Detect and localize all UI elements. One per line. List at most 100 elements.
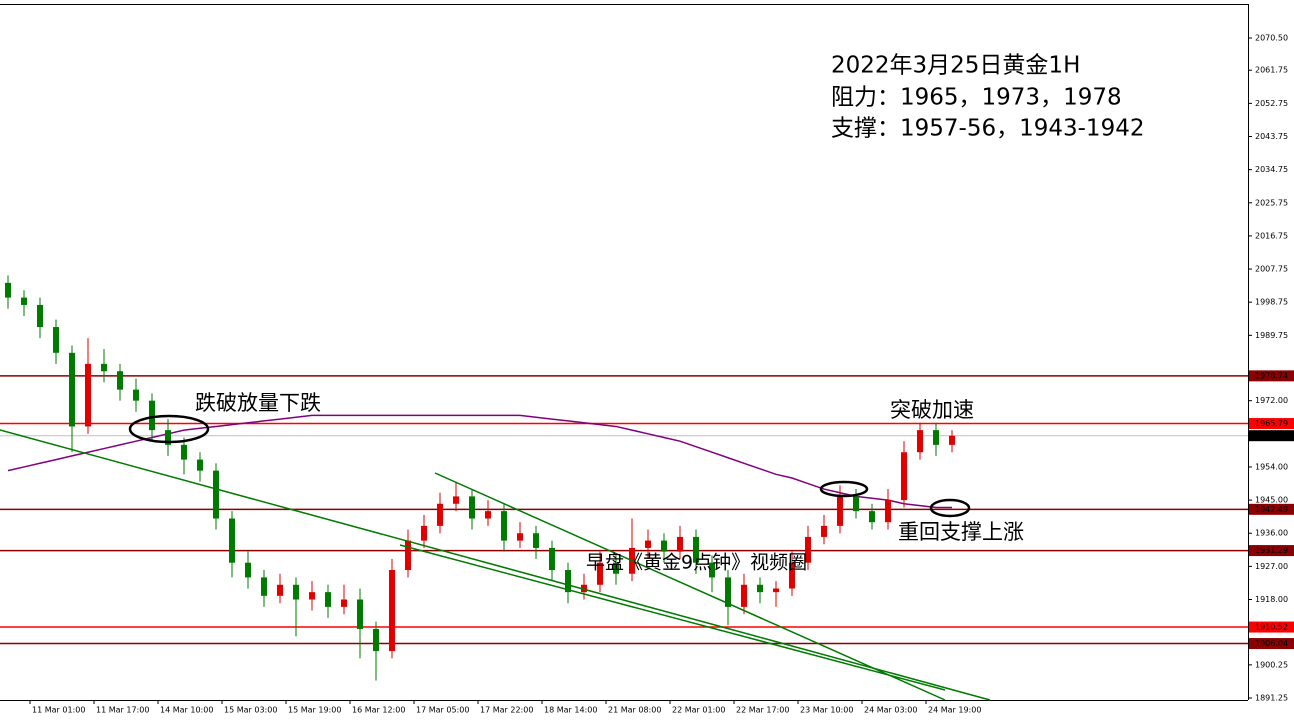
candle-body xyxy=(853,496,859,512)
candle-body xyxy=(549,547,555,571)
candle-body xyxy=(709,562,715,578)
candle-body xyxy=(5,282,11,298)
candle-body xyxy=(485,511,491,519)
candle-body xyxy=(565,570,571,593)
annotation: 早盘《黄金9点钟》视频圈 xyxy=(586,552,807,574)
x-tick-label: 16 Mar 12:00 xyxy=(352,706,405,715)
candle-body xyxy=(789,562,795,589)
x-tick-label: 17 Mar 05:00 xyxy=(416,706,469,715)
y-tick-label: 1998.75 xyxy=(1255,298,1288,307)
level-label: 1931.29 xyxy=(1255,546,1288,555)
candle-body xyxy=(181,444,187,460)
annotation: 突破加速 xyxy=(890,398,974,422)
candle-body xyxy=(821,525,827,537)
candle-body xyxy=(517,533,523,541)
x-tick-label: 11 Mar 01:00 xyxy=(32,706,85,715)
y-tick-label: 1891.25 xyxy=(1255,694,1288,703)
x-tick-label: 15 Mar 03:00 xyxy=(224,706,277,715)
candle-body xyxy=(341,599,347,607)
level-label-bg xyxy=(1249,370,1294,382)
candle-body xyxy=(693,536,699,563)
candle-body xyxy=(869,511,875,523)
candle-body xyxy=(245,562,251,578)
candle-body xyxy=(773,588,779,593)
header-line: 2022年3月25日黄金1H xyxy=(831,53,1080,79)
y-tick-label: 1945.00 xyxy=(1255,496,1288,505)
candle-body xyxy=(805,536,811,563)
candle-body xyxy=(645,540,651,548)
candle-body xyxy=(261,577,267,596)
candle-body xyxy=(373,628,379,652)
trendlines xyxy=(0,429,991,701)
x-tick-label: 21 Mar 08:00 xyxy=(608,706,661,715)
candle-body xyxy=(437,503,443,526)
x-tick-label: 14 Mar 10:00 xyxy=(160,706,213,715)
y-tick-label: 1989.75 xyxy=(1255,331,1288,340)
candle-body xyxy=(69,352,75,427)
candle-body xyxy=(741,584,747,607)
y-tick-label: 2034.75 xyxy=(1255,165,1288,174)
candle-body xyxy=(293,584,299,600)
candle-body xyxy=(901,452,907,501)
candle-body xyxy=(149,400,155,431)
candle-body xyxy=(421,525,427,541)
candle-body xyxy=(229,518,235,563)
level-label: 1962.49 xyxy=(1255,431,1288,440)
y-tick-label: 2070.50 xyxy=(1255,34,1288,43)
circles xyxy=(128,414,971,518)
candle-body xyxy=(117,371,123,390)
candle-body xyxy=(453,496,459,504)
trendline xyxy=(434,472,946,701)
circle-mark xyxy=(128,414,210,444)
x-tick-label: 23 Mar 10:00 xyxy=(800,706,853,715)
candle-body xyxy=(85,363,91,427)
y-tick-label: 2025.75 xyxy=(1255,198,1288,207)
level-label-bg xyxy=(1249,638,1294,650)
candle-body xyxy=(677,536,683,552)
y-tick-label: 2043.75 xyxy=(1255,132,1288,141)
candle-body xyxy=(757,584,763,593)
header-line: 阻力：1965，1973，1978 xyxy=(831,85,1122,111)
x-tick-label: 24 Mar 19:00 xyxy=(928,706,981,715)
y-tick-label: 1900.25 xyxy=(1255,660,1288,669)
candle-body xyxy=(533,533,539,548)
level-label-bg xyxy=(1249,418,1294,430)
candle-body xyxy=(933,430,939,445)
candle-body xyxy=(389,570,395,652)
x-tick-label: 22 Mar 17:00 xyxy=(736,706,789,715)
candle-body xyxy=(917,430,923,453)
trendline xyxy=(0,429,991,701)
header-line: 支撑：1957-56，1943-1942 xyxy=(831,116,1144,142)
candle-body xyxy=(53,327,59,353)
candle-body xyxy=(37,304,43,328)
trendline xyxy=(399,544,946,691)
y-tick-label: 1918.00 xyxy=(1255,595,1288,604)
candle-body xyxy=(725,577,731,607)
candle-body xyxy=(325,592,331,607)
level-label-bg xyxy=(1249,503,1294,515)
candle-body xyxy=(581,584,587,593)
candle-body xyxy=(309,592,315,600)
x-tick-label: 18 Mar 14:00 xyxy=(544,706,597,715)
candle-body xyxy=(213,470,219,519)
level-label: 1942.49 xyxy=(1255,505,1288,514)
candle-body xyxy=(469,496,475,519)
candle-body xyxy=(613,562,619,574)
candle-body xyxy=(101,363,107,372)
candle-body xyxy=(661,540,667,552)
candle-body xyxy=(949,435,955,445)
level-label: 1978.74 xyxy=(1255,371,1288,380)
y-tick-label: 2052.75 xyxy=(1255,99,1288,108)
candle-body xyxy=(885,500,891,523)
level-label: 1965.79 xyxy=(1255,419,1288,428)
annotation: 重回支撑上涨 xyxy=(898,520,1024,544)
candle-body xyxy=(597,562,603,585)
candle-body xyxy=(501,511,507,541)
candle-body xyxy=(133,389,139,401)
y-tick-label: 2061.75 xyxy=(1255,66,1288,75)
candle-body xyxy=(277,584,283,596)
candle-body xyxy=(165,430,171,445)
plot-area xyxy=(0,275,1248,681)
